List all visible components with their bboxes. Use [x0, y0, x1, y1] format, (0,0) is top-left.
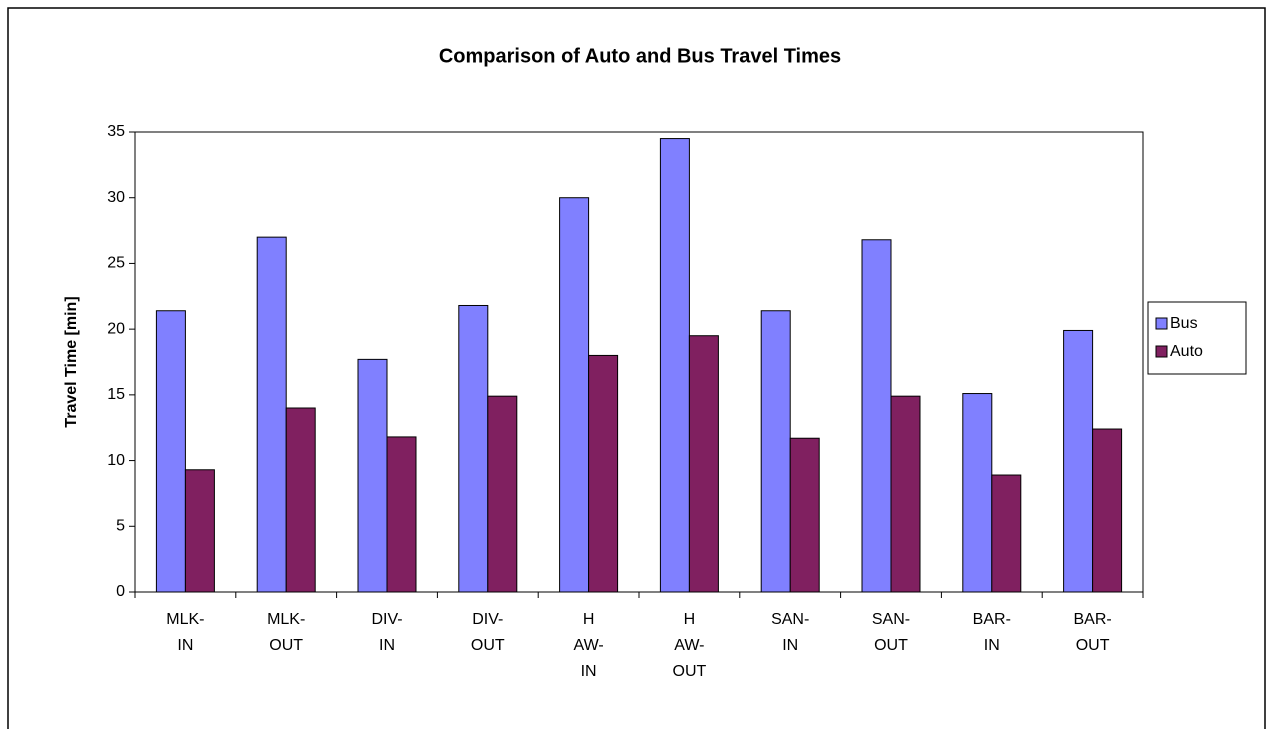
x-tick-label-line: OUT: [1076, 637, 1110, 654]
x-tick-label-line: MLK-: [267, 611, 305, 628]
y-axis-label: Travel Time [min]: [63, 296, 80, 427]
x-tick-label: MLK- IN: [166, 611, 204, 654]
bar: [458, 304, 489, 593]
bar: [1092, 428, 1123, 593]
bar: [688, 335, 719, 593]
y-tick-label: 35: [107, 123, 125, 140]
bar: [789, 437, 820, 593]
bar: [890, 395, 921, 593]
x-tick-label-line: AW-: [573, 637, 603, 654]
x-tick-label-line: BAR-: [973, 611, 1011, 628]
x-tick-label: BAR- IN: [973, 611, 1011, 654]
x-tick-label: SAN- OUT: [872, 611, 910, 654]
x-tick-label-line: OUT: [874, 637, 908, 654]
bar: [559, 197, 590, 593]
legend-label: Bus: [1170, 315, 1198, 332]
y-tick-label: 0: [116, 583, 125, 600]
legend-swatch: [1155, 317, 1168, 330]
bar: [760, 310, 791, 593]
bar: [184, 469, 215, 593]
x-tick-label-line: OUT: [269, 637, 303, 654]
legend-label: Auto: [1170, 343, 1203, 360]
x-tick-label: BAR- OUT: [1073, 611, 1111, 654]
x-tick-label-line: IN: [782, 637, 798, 654]
bar: [487, 395, 518, 593]
bar: [991, 474, 1022, 593]
x-tick-label: H AW- OUT: [673, 611, 707, 680]
legend-box: [1147, 301, 1247, 375]
bar: [588, 354, 619, 593]
bar: [386, 436, 417, 593]
bar: [285, 407, 316, 593]
bar: [1063, 329, 1094, 593]
x-tick-label-line: H: [583, 611, 595, 628]
x-tick-label-line: AW-: [674, 637, 704, 654]
x-tick-label-line: SAN-: [771, 611, 809, 628]
x-tick-label-line: DIV-: [371, 611, 402, 628]
x-tick-label-line: MLK-: [166, 611, 204, 628]
y-tick-label: 25: [107, 255, 125, 272]
x-tick-label-line: OUT: [471, 637, 505, 654]
y-tick-label: 15: [107, 386, 125, 403]
y-tick-label: 30: [107, 189, 125, 206]
chart-title: Comparison of Auto and Bus Travel Times: [439, 45, 841, 67]
bar: [256, 236, 287, 593]
x-tick-label: SAN- IN: [771, 611, 809, 654]
bar: [659, 138, 690, 593]
x-tick-label: MLK- OUT: [267, 611, 305, 654]
x-tick-label-line: IN: [177, 637, 193, 654]
y-tick-label: 5: [116, 518, 125, 535]
bar: [357, 358, 388, 593]
x-tick-label-line: IN: [379, 637, 395, 654]
y-tick-label: 10: [107, 452, 125, 469]
y-tick-label: 20: [107, 320, 125, 337]
x-tick-label: DIV- OUT: [471, 611, 505, 654]
x-tick-label: DIV- IN: [371, 611, 402, 654]
x-tick-label: H AW- IN: [573, 611, 603, 680]
x-tick-label-line: H: [684, 611, 696, 628]
bar: [155, 310, 186, 593]
x-tick-label-line: BAR-: [1073, 611, 1111, 628]
bar: [861, 239, 892, 593]
x-tick-label-line: DIV-: [472, 611, 503, 628]
legend-swatch: [1155, 345, 1168, 358]
chart-frame: [7, 7, 1266, 729]
bar: [962, 393, 993, 593]
x-tick-label-line: IN: [984, 637, 1000, 654]
x-tick-label-line: SAN-: [872, 611, 910, 628]
x-tick-label-line: IN: [581, 663, 597, 680]
x-tick-label-line: OUT: [673, 663, 707, 680]
